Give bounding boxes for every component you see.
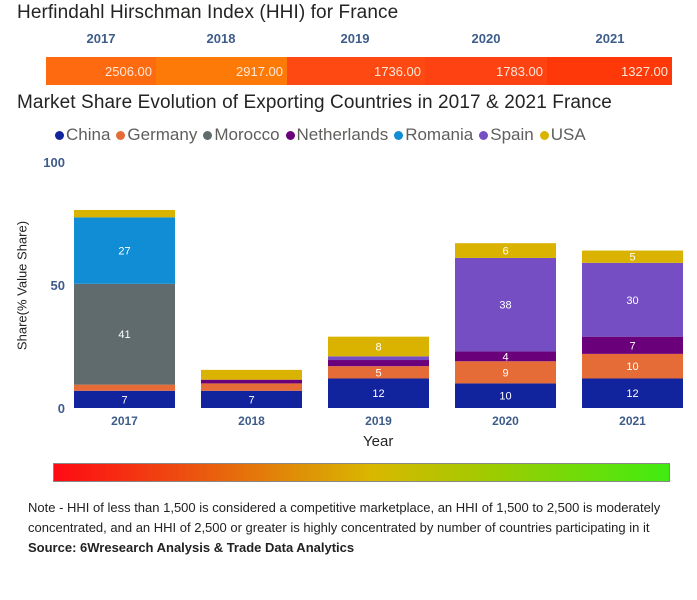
source-text: Source: 6Wresearch Analysis & Trade Data… xyxy=(28,540,355,555)
bar-segment-morocco-2017[interactable] xyxy=(74,283,175,385)
y-tick-label: 50 xyxy=(51,278,65,293)
y-tick-label: 100 xyxy=(43,155,65,170)
legend-item-china[interactable]: China xyxy=(55,125,110,145)
bar-segment-germany-2019[interactable] xyxy=(328,366,429,379)
legend-item-romania[interactable]: Romania xyxy=(394,125,473,145)
bar-segment-china-2017[interactable] xyxy=(74,390,175,408)
hhi-value: 1736.00 xyxy=(374,63,421,79)
bar-segment-usa-2020[interactable] xyxy=(455,243,556,258)
note-line: concentrated, and an HHI of 2,500 or gre… xyxy=(28,520,650,535)
legend-dot-icon xyxy=(55,130,64,140)
bar-segment-usa-2021[interactable] xyxy=(582,250,683,263)
x-tick-label: 2017 xyxy=(111,414,138,428)
legend-item-netherlands[interactable]: Netherlands xyxy=(285,125,389,145)
bar-segment-romania-2017[interactable] xyxy=(74,217,175,284)
legend-dot-icon xyxy=(394,130,404,140)
x-tick-label: 2018 xyxy=(238,414,265,428)
stacked-bar-chart: 0 50 100 7 41 27 2017 7 2018 12 5 8 2019 10 9 4 38 6 2020 1… xyxy=(43,155,683,428)
legend-dot-icon xyxy=(479,130,489,140)
legend-dot-icon xyxy=(539,130,549,140)
note-line: Note - HHI of less than 1,500 is conside… xyxy=(28,500,661,515)
hhi-value: 1783.00 xyxy=(496,63,543,79)
bar-segment-china-2020[interactable] xyxy=(455,383,556,408)
hhi-value: 1327.00 xyxy=(621,63,668,79)
data-label: 38 xyxy=(499,300,511,312)
legend-label: Germany xyxy=(127,125,198,144)
x-tick-label: 2019 xyxy=(365,414,392,428)
data-label: 6 xyxy=(502,246,508,258)
bar-segment-germany-2017[interactable] xyxy=(74,384,175,391)
data-label: 12 xyxy=(626,388,638,400)
hhi-value-bar: 2506.00 2917.00 1736.00 1783.00 1327.00 xyxy=(46,57,672,85)
data-label: 9 xyxy=(502,367,508,379)
hhi-value: 2506.00 xyxy=(105,63,152,79)
legend-label: USA xyxy=(550,125,586,144)
bar-segment-china-2018[interactable] xyxy=(201,390,302,408)
hhi-cell: 1327.00 xyxy=(547,57,672,85)
bar-segment-spain-2019[interactable] xyxy=(328,356,429,361)
bar-segment-spain-2020[interactable] xyxy=(455,257,556,352)
bar-segment-germany-2020[interactable] xyxy=(455,361,556,384)
bar-segment-germany-2018[interactable] xyxy=(201,383,302,391)
data-label: 7 xyxy=(248,394,254,406)
note-block: Note - HHI of less than 1,500 is conside… xyxy=(28,498,660,558)
hhi-year-label: 2018 xyxy=(206,31,236,46)
x-axis-label: Year xyxy=(363,433,394,450)
data-label: 30 xyxy=(626,295,638,307)
hhi-cell: 2917.00 xyxy=(156,57,287,85)
legend-item-spain[interactable]: Spain xyxy=(479,125,534,145)
bar-segment-china-2021[interactable] xyxy=(582,378,683,408)
legend-label: Netherlands xyxy=(296,125,389,144)
data-label: 27 xyxy=(118,246,130,258)
data-label: 10 xyxy=(499,391,511,403)
data-label: 5 xyxy=(629,252,635,264)
hhi-year-label: 2019 xyxy=(340,31,370,46)
bar-segment-germany-2021[interactable] xyxy=(582,353,683,379)
data-label: 10 xyxy=(626,361,638,373)
legend-item-usa[interactable]: USA xyxy=(539,125,586,145)
hhi-cell: 2506.00 xyxy=(46,57,156,85)
bar-segment-spain-2021[interactable] xyxy=(582,262,683,337)
chart-legend: China Germany Morocco Netherlands Romania Spa… xyxy=(55,125,592,145)
data-label: 41 xyxy=(118,329,130,341)
hhi-year-label: 2017 xyxy=(86,31,116,46)
legend-dot-icon xyxy=(203,130,213,140)
legend-label: Romania xyxy=(405,125,474,144)
hhi-gradient-legend xyxy=(53,463,670,482)
bar-segment-usa-2018[interactable] xyxy=(201,369,302,380)
data-label: 7 xyxy=(121,394,127,406)
hhi-value: 2917.00 xyxy=(236,63,283,79)
hhi-title: Herfindahl Hirschman Index (HHI) for Fra… xyxy=(17,2,399,23)
bar-segment-netherlands-2020[interactable] xyxy=(455,351,556,362)
bar-segment-netherlands-2021[interactable] xyxy=(582,336,683,354)
legend-label: Morocco xyxy=(214,125,280,144)
data-label: 4 xyxy=(502,351,508,363)
legend-label: Spain xyxy=(490,125,534,144)
x-tick-label: 2020 xyxy=(492,414,519,428)
hhi-cell: 1783.00 xyxy=(425,57,547,85)
data-label: 8 xyxy=(375,342,381,354)
bar-segment-usa-2019[interactable] xyxy=(328,336,429,357)
hhi-year-label: 2020 xyxy=(471,31,501,46)
legend-item-morocco[interactable]: Morocco xyxy=(203,125,280,145)
legend-dot-icon xyxy=(285,130,295,140)
data-label: 5 xyxy=(375,367,381,379)
bar-segment-netherlands-2019[interactable] xyxy=(328,360,429,367)
hhi-cell: 1736.00 xyxy=(287,57,425,85)
legend-dot-icon xyxy=(116,130,126,140)
bar-segment-china-2019[interactable] xyxy=(328,378,429,408)
legend-label: China xyxy=(66,125,111,144)
bar-segment-netherlands-2018[interactable] xyxy=(201,379,302,384)
legend-item-germany[interactable]: Germany xyxy=(116,125,197,145)
data-label: 12 xyxy=(372,388,384,400)
hhi-year-label: 2021 xyxy=(595,31,625,46)
y-tick-label: 0 xyxy=(58,401,65,416)
data-label: 7 xyxy=(629,340,635,352)
bar-segment-usa-2017[interactable] xyxy=(74,209,175,218)
market-share-title: Market Share Evolution of Exporting Coun… xyxy=(17,92,612,113)
x-tick-label: 2021 xyxy=(619,414,646,428)
